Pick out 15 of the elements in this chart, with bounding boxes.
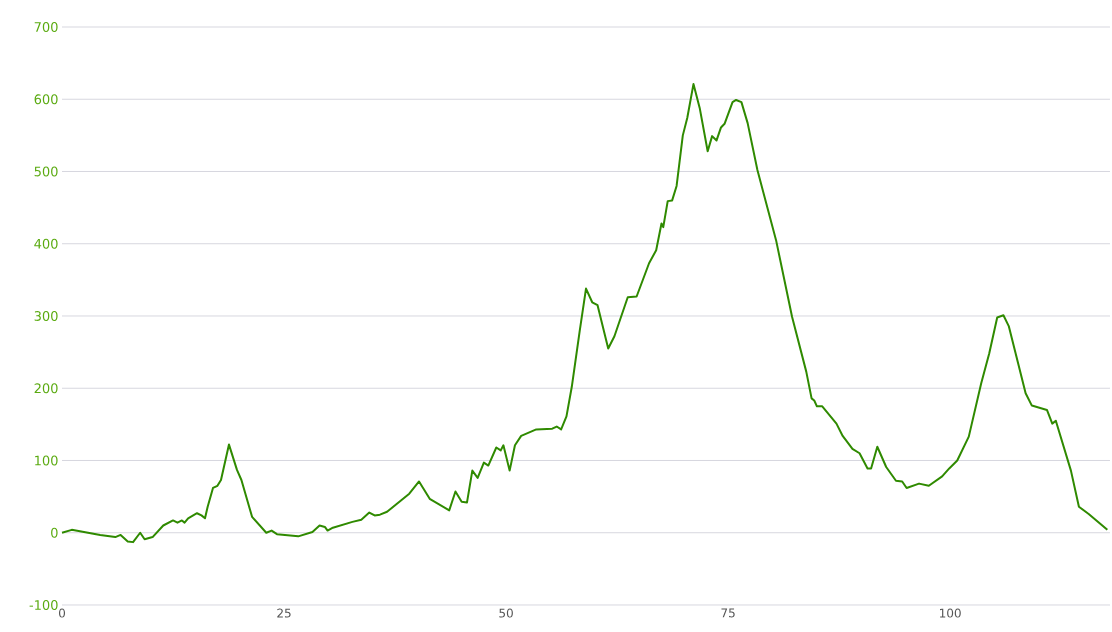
x-tick-label: 25 [277, 608, 291, 618]
line-series [61, 83, 1109, 544]
y-tick-label: 0 [51, 527, 58, 538]
y-tick-label: 300 [34, 311, 58, 321]
y-tick-label: 700 [34, 22, 58, 32]
y-tick-label: -100 [29, 600, 58, 610]
x-tick-label: 0 [58, 608, 66, 618]
y-tick-label: 400 [34, 238, 58, 249]
y-tick-label: 500 [34, 166, 58, 177]
x-tick-label: 100 [940, 608, 961, 618]
x-tick-label: 75 [721, 608, 735, 618]
y-tick-label: 200 [34, 383, 58, 394]
y-tick-label: 600 [34, 94, 58, 105]
x-tick-label: 50 [499, 608, 513, 618]
y-tick-label: 100 [35, 455, 58, 466]
